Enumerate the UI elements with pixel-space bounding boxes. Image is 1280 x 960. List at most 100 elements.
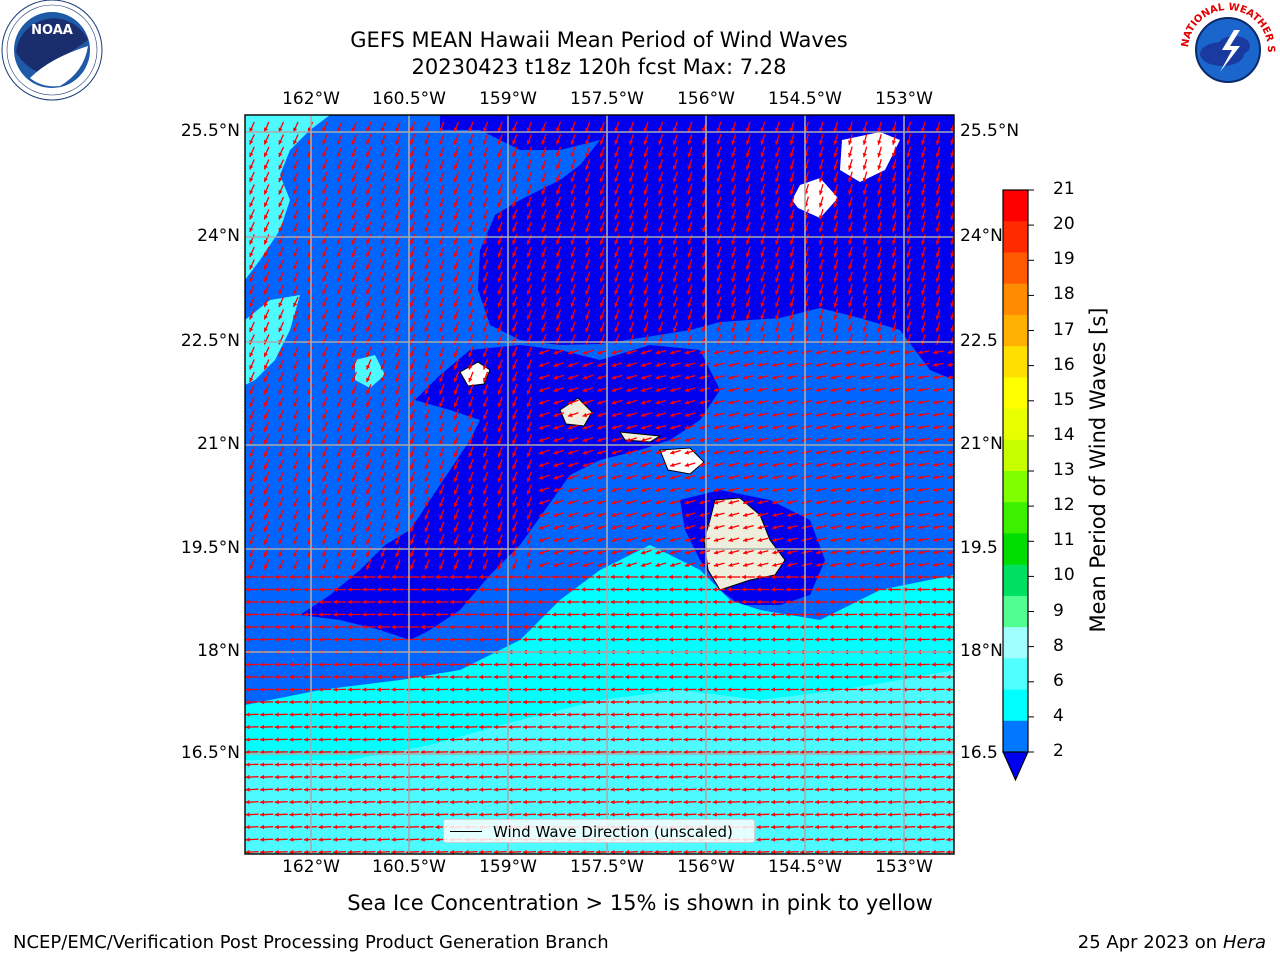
wind-wave-arrowhead: [366, 352, 371, 358]
wind-wave-arrowhead: [570, 265, 575, 270]
wind-wave-arrowhead: [772, 562, 777, 567]
wind-wave-arrowhead: [643, 190, 648, 195]
wind-wave-arrowhead: [654, 574, 659, 580]
wind-wave-arrowhead: [479, 724, 484, 730]
wind-wave-arrowhead: [453, 252, 458, 258]
wind-wave-arrowhead: [424, 377, 429, 383]
wind-wave-arrowhead: [935, 190, 940, 195]
wind-wave-arrowhead: [424, 252, 429, 258]
wind-wave-arrowhead: [859, 562, 865, 567]
wind-wave-arrowhead: [743, 437, 748, 442]
wind-wave-arrowhead: [307, 227, 312, 232]
wind-wave-arrowhead: [391, 587, 396, 592]
wind-wave-arrowhead: [946, 612, 951, 617]
wind-wave-arrowhead: [582, 562, 587, 568]
wind-wave-arrowhead: [687, 202, 692, 208]
nws-logo: NATIONAL WEATHER SERVICE: [1176, 0, 1276, 98]
wind-wave-arrowhead: [932, 362, 938, 367]
wind-wave-arrowhead: [260, 712, 265, 717]
wind-wave-arrowhead: [727, 637, 732, 642]
wind-wave-arrowhead: [771, 724, 776, 730]
wind-wave-arrowhead: [597, 412, 602, 417]
wind-wave-arrowhead: [684, 425, 690, 430]
wind-wave-arrowhead: [453, 240, 458, 245]
wind-wave-arrowhead: [453, 415, 458, 420]
wind-wave-arrowhead: [728, 387, 733, 392]
wind-wave-arrowhead: [741, 687, 746, 692]
wind-wave-arrowhead: [497, 227, 502, 233]
wind-wave-arrowhead: [424, 127, 429, 133]
island-kauai: [459, 361, 491, 387]
wind-wave-arrowhead: [862, 177, 867, 183]
wind-wave-arrowhead: [526, 565, 531, 570]
wind-wave-arrowhead: [658, 177, 663, 183]
wind-wave-arrowhead: [260, 724, 265, 730]
wind-wave-arrowhead: [935, 152, 940, 158]
wind-wave-arrowhead: [366, 502, 371, 508]
wind-wave-arrowhead: [395, 240, 400, 245]
wind-wave-arrowhead: [683, 574, 688, 580]
wind-wave-arrowhead: [362, 674, 367, 680]
wind-wave-arrowhead: [245, 724, 250, 730]
wind-wave-arrowhead: [610, 687, 615, 692]
wind-wave-arrowhead: [877, 202, 882, 208]
wind-wave-arrowhead: [786, 487, 792, 492]
wind-wave-arrowhead: [786, 425, 792, 430]
wind-wave-arrowhead: [771, 612, 776, 617]
wind-wave-arrowhead: [303, 699, 308, 705]
wind-wave-arrowhead: [670, 475, 675, 480]
wind-wave-arrowhead: [274, 737, 279, 742]
wind-wave-arrowhead: [274, 587, 279, 592]
wind-wave-arrowhead: [497, 165, 502, 170]
wind-wave-arrowhead: [921, 140, 926, 145]
wind-wave-arrowhead: [859, 425, 865, 430]
wind-wave-arrowhead: [757, 537, 763, 542]
wind-wave-arrowhead: [468, 552, 473, 558]
wind-wave-arrowhead: [874, 550, 879, 555]
wind-wave-arrowhead: [337, 377, 341, 382]
wind-wave-arrowhead: [278, 315, 283, 320]
wind-wave-arrowhead: [611, 525, 617, 530]
wind-wave-arrowhead: [541, 327, 546, 333]
wind-wave-arrowhead: [814, 737, 819, 742]
wind-wave-arrowhead: [289, 612, 294, 617]
wind-wave-arrowhead: [643, 202, 648, 208]
wind-wave-arrowhead: [713, 550, 719, 555]
wind-wave-arrowhead: [439, 452, 444, 458]
wind-wave-arrowhead: [640, 387, 646, 392]
wind-wave-arrowhead: [464, 687, 469, 692]
wind-wave-arrowhead: [845, 387, 850, 392]
wind-wave-arrowhead: [260, 737, 265, 742]
wind-wave-arrowhead: [816, 512, 821, 517]
wind-wave-arrowhead: [829, 737, 834, 742]
wind-wave-arrowhead: [800, 712, 805, 717]
wind-wave-arrowhead: [640, 412, 646, 417]
wind-wave-arrowhead: [946, 637, 951, 642]
wind-wave-arrowhead: [526, 390, 531, 395]
wind-wave-arrowhead: [629, 202, 634, 208]
wind-wave-arrowhead: [307, 140, 312, 145]
wind-wave-arrowhead: [655, 400, 660, 405]
wind-wave-arrowhead: [643, 127, 648, 133]
wind-wave-arrowhead: [347, 612, 352, 617]
wind-wave-arrowhead: [464, 737, 469, 742]
wind-wave-arrowhead: [453, 127, 458, 133]
wind-wave-arrowhead: [639, 662, 644, 667]
wind-wave-arrowhead: [526, 527, 531, 533]
wind-wave-arrowhead: [322, 377, 327, 382]
wind-wave-arrowhead: [274, 624, 279, 630]
wind-wave-arrowhead: [318, 587, 323, 592]
wind-wave-arrowhead: [889, 487, 894, 492]
wind-wave-arrowhead: [599, 327, 604, 333]
wind-wave-arrowhead: [483, 315, 488, 320]
wind-wave-arrowhead: [654, 737, 659, 742]
wind-wave-arrowhead: [614, 152, 619, 158]
wind-wave-arrowhead: [629, 240, 634, 245]
wind-wave-arrowhead: [611, 500, 617, 505]
wind-wave-arrowhead: [833, 215, 838, 220]
wind-wave-arrowhead: [468, 290, 473, 295]
wind-wave-arrowhead: [629, 152, 634, 158]
wind-wave-arrowhead: [552, 737, 557, 742]
wind-wave-arrowhead: [570, 227, 575, 233]
wind-wave-arrowhead: [362, 612, 367, 617]
